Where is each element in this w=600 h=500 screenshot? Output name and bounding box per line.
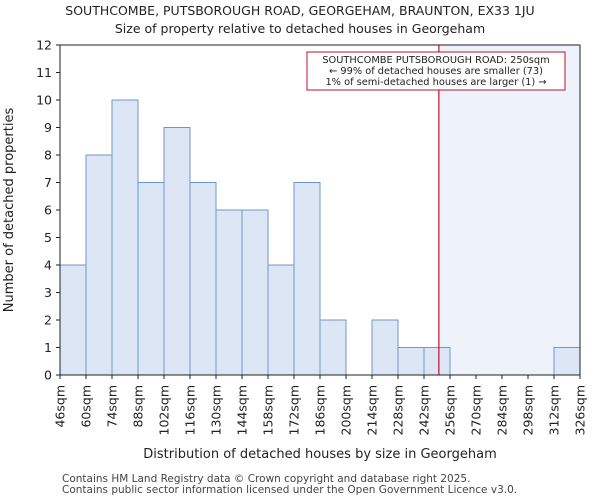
x-tick-label-242sqm: 242sqm [417,385,432,435]
x-axis: 46sqm 60sqm 74sqm 88sqm 102sqm 116sqm 130sqm 14… [53,375,588,435]
bar-228sqm [397,347,425,376]
y-tick-label-11: 11 [36,65,52,80]
bar-242sqm [423,347,451,376]
x-tick-label-298sqm: 298sqm [521,385,536,435]
x-tick-label-172sqm: 172sqm [287,385,302,435]
x-tick-label-144sqm: 144sqm [235,385,250,435]
bars-group [59,99,581,376]
y-tick-label-0: 0 [44,368,52,383]
y-tick-label-7: 7 [44,175,52,190]
x-tick-label-214sqm: 214sqm [365,385,380,435]
x-tick-label-88sqm: 88sqm [131,385,146,428]
x-tick-label-270sqm: 270sqm [469,385,484,435]
x-tick-label-60sqm: 60sqm [79,385,94,428]
marker-annotation: SOUTHCOMBE PUTSBOROUGH ROAD: 250sqm ← 99… [306,51,566,91]
y-tick-label-6: 6 [44,203,52,218]
bar-116sqm [189,182,217,376]
plot-frame [59,44,581,376]
x-tick-label-186sqm: 186sqm [313,385,328,435]
bar-60sqm [85,154,113,376]
x-tick-label-102sqm: 102sqm [157,385,172,435]
x-tick-label-256sqm: 256sqm [443,385,458,435]
x-tick-label-228sqm: 228sqm [391,385,406,435]
bar-74sqm [111,99,139,376]
annotation-line-1: SOUTHCOMBE PUTSBOROUGH ROAD: 250sqm [322,55,549,66]
bar-312sqm [553,347,581,376]
bar-88sqm [137,182,165,376]
y-tick-label-10: 10 [36,93,52,108]
x-tick-label-158sqm: 158sqm [261,385,276,435]
y-tick-label-5: 5 [44,230,52,245]
x-tick-label-326sqm: 326sqm [573,385,588,435]
x-tick-label-116sqm: 116sqm [183,385,198,435]
y-tick-label-9: 9 [44,120,52,135]
footer-copyright: Contains HM Land Registry data © Crown c… [62,473,471,485]
x-tick-label-74sqm: 74sqm [105,385,120,428]
y-axis-label: Number of detached properties [2,108,17,313]
x-tick-label-130sqm: 130sqm [209,385,224,435]
x-axis-label: Distribution of detached houses by size … [143,447,497,462]
x-tick-label-200sqm: 200sqm [339,385,354,435]
annotation-line-2: ← 99% of detached houses are smaller (73… [329,66,543,77]
bar-144sqm [241,209,269,376]
bar-158sqm [267,264,295,376]
bar-214sqm [371,319,399,376]
x-tick-label-46sqm: 46sqm [53,385,68,428]
y-tick-label-4: 4 [44,258,52,273]
larger-region-highlight [438,45,580,375]
chart-subtitle: Size of property relative to detached ho… [114,21,486,36]
x-tick-label-284sqm: 284sqm [495,385,510,435]
y-tick-label-8: 8 [44,148,52,163]
x-tick-label-312sqm: 312sqm [547,385,562,435]
bar-130sqm [215,209,243,376]
bar-102sqm [163,127,191,376]
footer-licence: Contains public sector information licen… [62,484,518,496]
bar-186sqm [319,319,347,376]
annotation-line-3: 1% of semi-detached houses are larger (1… [325,77,546,88]
y-tick-label-2: 2 [44,313,52,328]
y-tick-label-1: 1 [44,340,52,355]
bar-46sqm [59,264,87,376]
bar-172sqm [293,182,321,376]
y-tick-label-3: 3 [44,285,52,300]
chart-title: SOUTHCOMBE, PUTSBOROUGH ROAD, GEORGEHAM,… [65,3,535,18]
y-tick-label-12: 12 [36,38,52,53]
annotation-box [306,51,566,91]
